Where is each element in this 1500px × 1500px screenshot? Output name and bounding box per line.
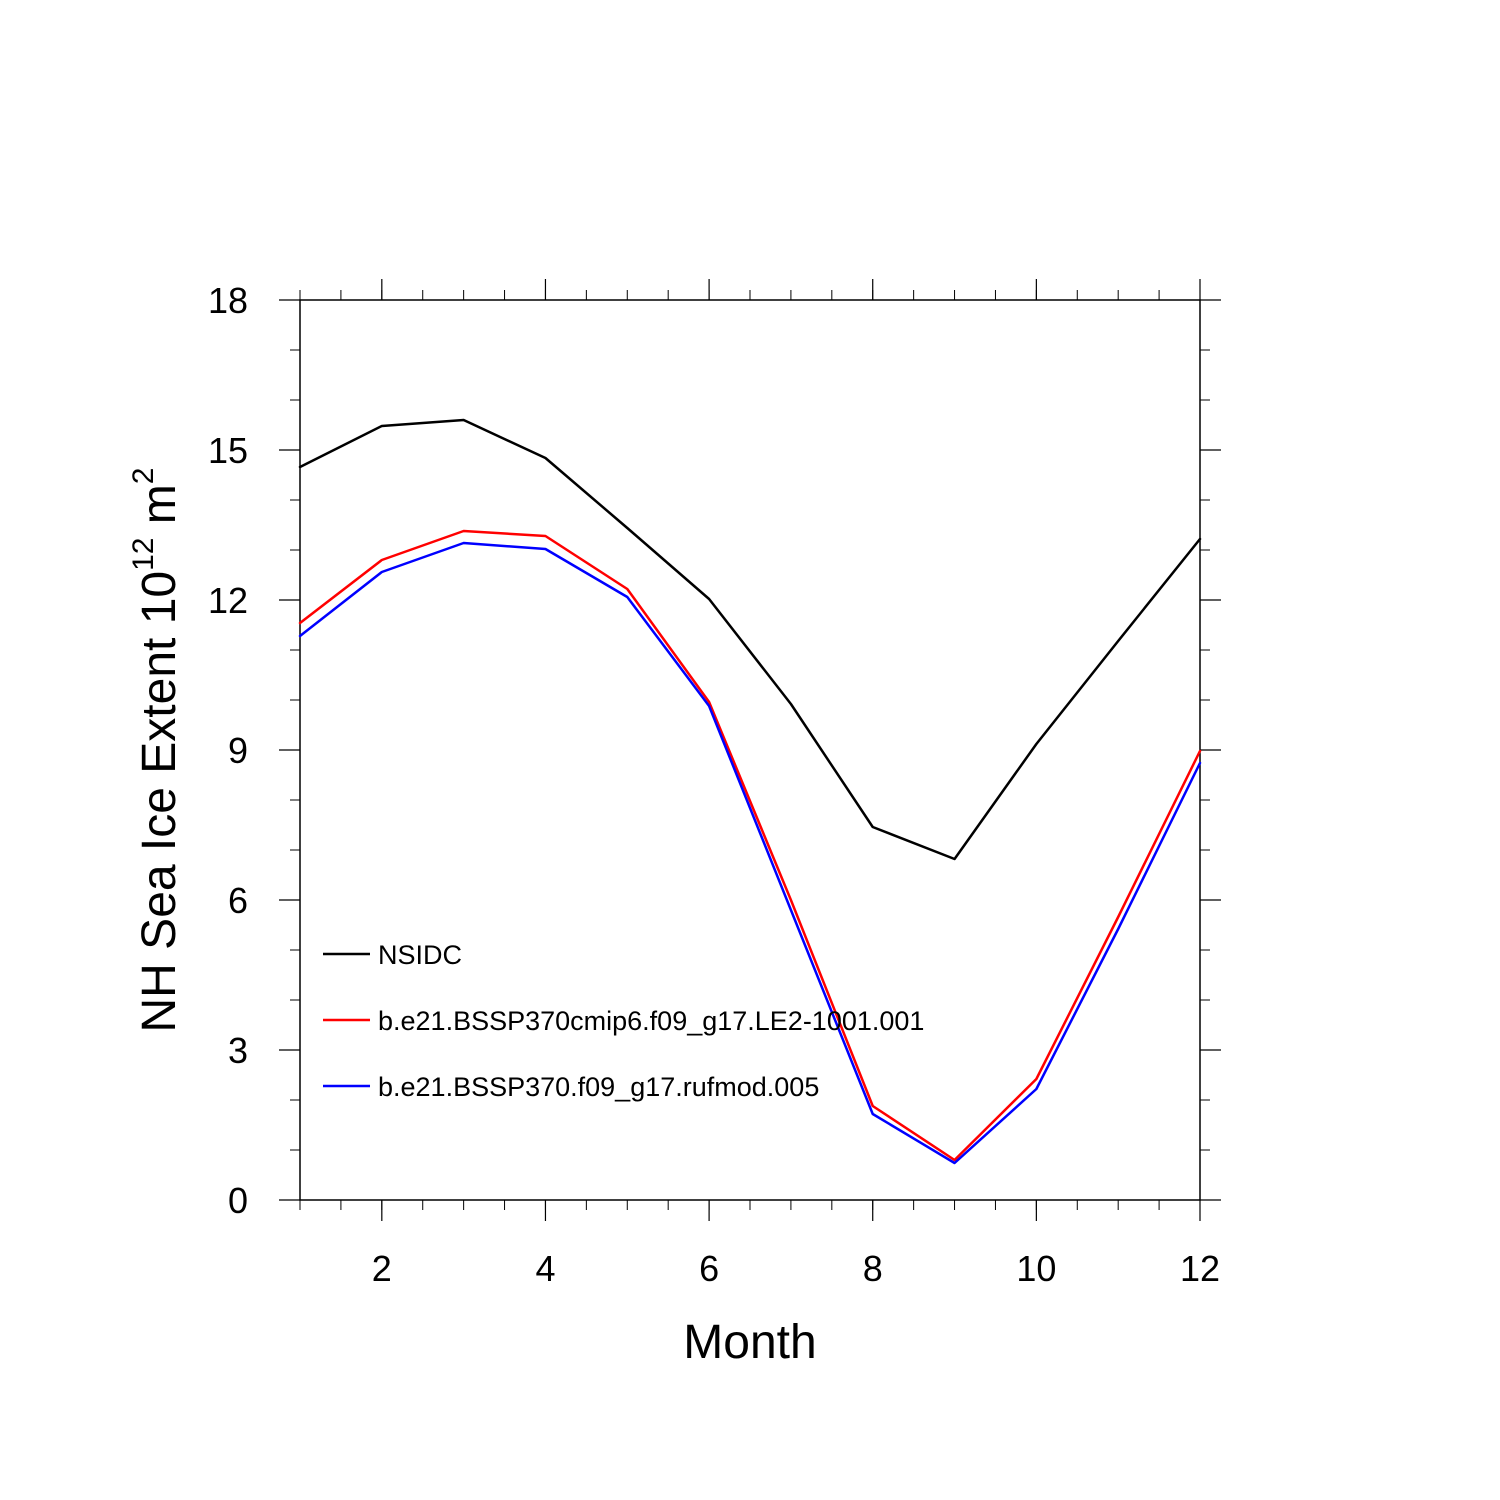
x-tick-label: 2 xyxy=(372,1248,392,1289)
y-tick-label: 15 xyxy=(208,430,248,471)
y-axis-title-unit: m xyxy=(133,484,186,537)
y-tick-label: 18 xyxy=(208,280,248,321)
y-tick-label: 3 xyxy=(228,1030,248,1071)
x-tick-label: 6 xyxy=(699,1248,719,1289)
x-tick-label: 12 xyxy=(1180,1248,1220,1289)
legend-label-3: b.e21.BSSP370.f09_g17.rufmod.005 xyxy=(378,1072,819,1102)
legend: NSIDC b.e21.BSSP370cmip6.f09_g17.LE2-1001… xyxy=(323,940,924,1102)
y-axis-title: NH Sea Ice Extent 1012 m2 xyxy=(127,468,186,1033)
legend-label-2: b.e21.BSSP370cmip6.f09_g17.LE2-1001.001 xyxy=(378,1006,924,1036)
major-ticks xyxy=(279,279,1221,1221)
y-axis-title-prefix: NH Sea Ice Extent 10 xyxy=(133,571,186,1033)
tick-labels: 2 4 6 8 10 12 0 3 6 9 12 15 18 xyxy=(208,280,1220,1289)
series-line-3 xyxy=(298,541,1202,1165)
plot-frame xyxy=(299,299,1201,1201)
series-line-1 xyxy=(298,418,1202,861)
legend-label-1: NSIDC xyxy=(378,940,462,970)
y-tick-label: 9 xyxy=(228,730,248,771)
y-axis-title-exponent: 12 xyxy=(127,538,160,571)
x-axis-title: Month xyxy=(683,1316,816,1369)
series-lines xyxy=(298,418,1202,1165)
y-tick-label: 0 xyxy=(228,1180,248,1221)
x-tick-label: 4 xyxy=(535,1248,555,1289)
y-tick-label: 6 xyxy=(228,880,248,921)
y-tick-label: 12 xyxy=(208,580,248,621)
x-tick-label: 8 xyxy=(863,1248,883,1289)
series-line-2 xyxy=(298,529,1202,1162)
y-axis-title-unit-exponent: 2 xyxy=(127,468,160,485)
x-tick-label: 10 xyxy=(1016,1248,1056,1289)
